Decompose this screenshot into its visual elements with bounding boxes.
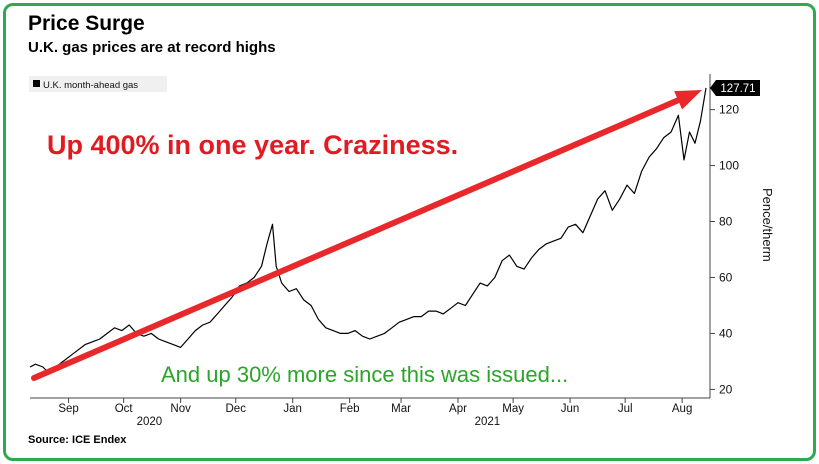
- red-annotation: Up 400% in one year. Craziness.: [47, 130, 458, 160]
- y-tick-label: 100: [719, 159, 739, 173]
- x-tick-label: Oct: [115, 403, 134, 415]
- x-tick-label: Mar: [391, 403, 411, 415]
- x-year-label: 2020: [137, 416, 163, 428]
- series-line-uk-month-ahead-gas: [29, 87, 707, 374]
- x-tick-label: May: [502, 403, 524, 415]
- y-tick-label: 40: [719, 326, 733, 340]
- legend-swatch: [33, 80, 40, 87]
- x-tick-label: Jan: [283, 403, 302, 415]
- chart-subtitle: U.K. gas prices are at record highs: [28, 39, 276, 56]
- annotations-layer: Up 400% in one year. Craziness. And up 30…: [31, 90, 702, 387]
- y-axis-label: Pence/therm: [760, 188, 775, 262]
- x-tick-label: Dec: [226, 403, 247, 415]
- y-tick-label: 60: [719, 270, 733, 284]
- x-tick-label: Nov: [170, 403, 191, 415]
- y-tick-label: 20: [719, 382, 733, 396]
- red-arrow-head: [674, 90, 702, 110]
- y-tick-label: 80: [719, 215, 733, 229]
- legend-background: [29, 76, 167, 92]
- x-tick-label: Aug: [672, 403, 692, 415]
- chart-frame: Price Surge U.K. gas prices are at recor…: [3, 3, 816, 461]
- green-annotation: And up 30% more since this was issued...: [161, 362, 568, 387]
- red-arrow-shaft: [31, 97, 682, 381]
- series-layer: 127.71: [29, 80, 760, 374]
- x-tick-label: Jul: [618, 403, 633, 415]
- axes: 20 40 60 80 100 120 Pence/therm Sep Oct Nov Dec Jan…: [30, 74, 775, 428]
- last-value-marker: [710, 80, 760, 97]
- x-tick-label: Sep: [58, 403, 78, 415]
- x-tick-label: Jun: [561, 403, 580, 415]
- source-note: Source: ICE Endex: [28, 434, 127, 446]
- y-tick-label: 120: [719, 103, 739, 117]
- last-value-label: 127.71: [720, 83, 755, 95]
- chart-title: Price Surge: [28, 12, 145, 35]
- legend: U.K. month-ahead gas: [29, 76, 167, 92]
- x-tick-label: Feb: [340, 403, 360, 415]
- x-tick-label: Apr: [449, 403, 467, 415]
- x-year-label: 2021: [475, 416, 501, 428]
- line-chart: U.K. month-ahead gas 20 40 60 80 100 120 Pence…: [29, 74, 775, 428]
- legend-entry: U.K. month-ahead gas: [43, 80, 138, 91]
